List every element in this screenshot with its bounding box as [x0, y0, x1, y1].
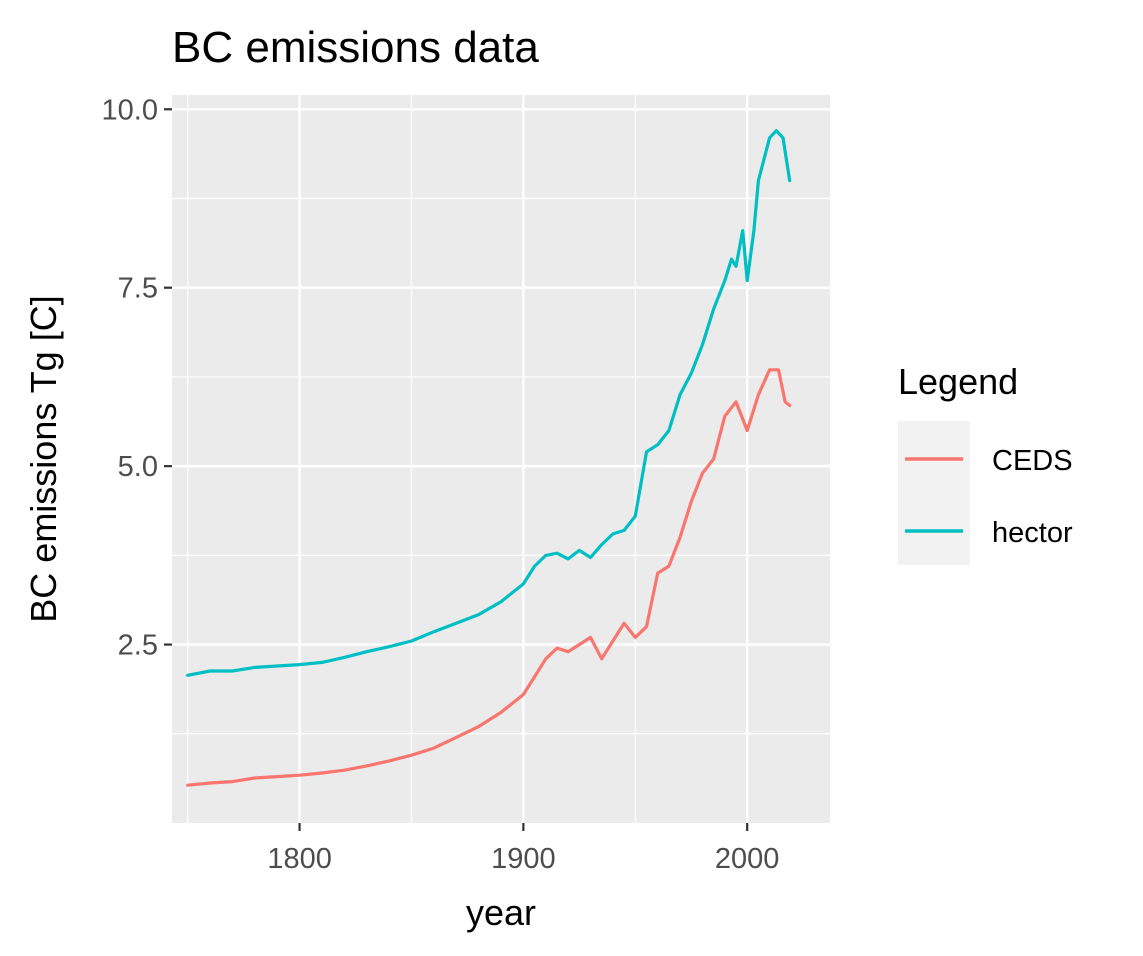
- x-tick-label: 2000: [715, 843, 780, 875]
- grid-major: [172, 95, 830, 823]
- plot-panel: [172, 95, 830, 823]
- y-axis: 2.5 5.0 7.5 10.0: [102, 94, 172, 662]
- series-line-ceds: [186, 368, 792, 787]
- y-tick-label: 5.0: [118, 451, 158, 483]
- grid-minor: [172, 95, 830, 823]
- legend-label-hector: hector: [992, 517, 1073, 549]
- x-tick-label: 1800: [267, 843, 332, 875]
- x-tick-label: 1900: [491, 843, 556, 875]
- legend-title: Legend: [898, 361, 1018, 402]
- y-axis-title: BC emissions Tg [C]: [23, 295, 64, 622]
- chart-title: BC emissions data: [172, 23, 539, 72]
- legend: Legend CEDS hector: [898, 361, 1073, 565]
- y-tick-label: 7.5: [118, 273, 158, 305]
- y-tick-label: 10.0: [102, 94, 158, 126]
- legend-label-ceds: CEDS: [992, 445, 1073, 477]
- legend-key-background: [898, 421, 970, 565]
- x-axis: 1800 1900 2000: [267, 823, 779, 875]
- x-axis-title: year: [466, 892, 536, 933]
- series-line-hector: [186, 129, 792, 677]
- series-lines: [186, 129, 792, 787]
- y-tick-label: 2.5: [118, 630, 158, 662]
